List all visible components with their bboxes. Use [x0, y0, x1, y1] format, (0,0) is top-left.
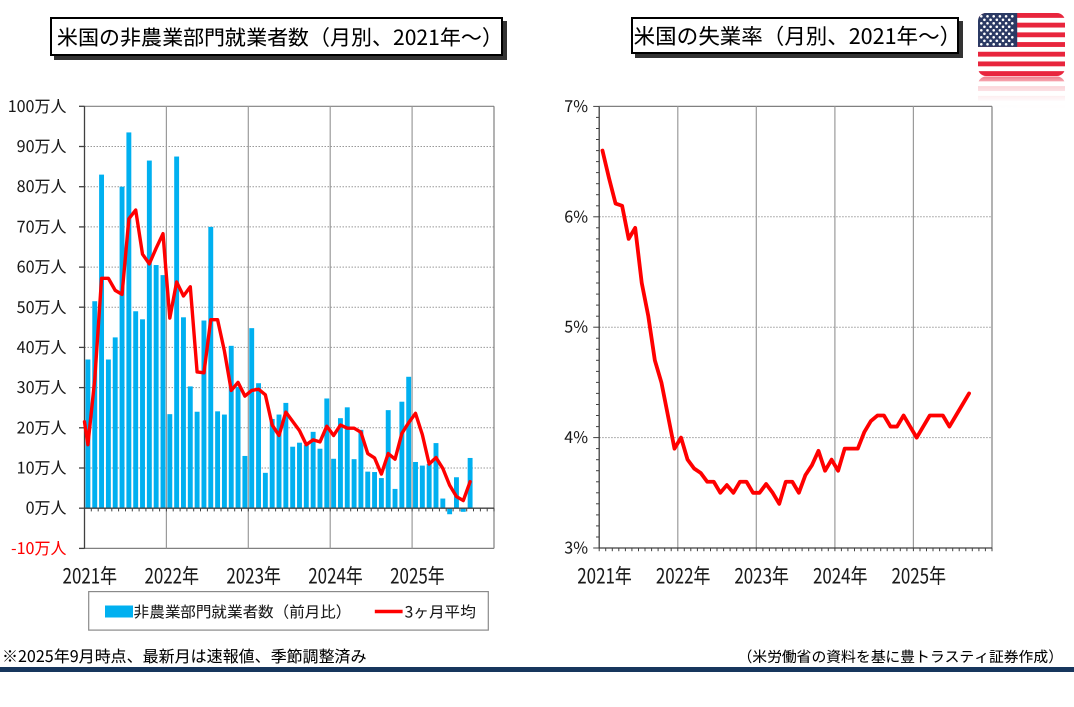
- svg-text:2021年: 2021年: [63, 561, 118, 591]
- svg-text:2021年: 2021年: [577, 561, 632, 591]
- svg-text:2023年: 2023年: [734, 561, 789, 591]
- svg-text:2022年: 2022年: [144, 561, 199, 591]
- svg-text:5%: 5%: [564, 314, 588, 338]
- svg-text:2024年: 2024年: [308, 561, 363, 591]
- svg-text:0万人: 0万人: [26, 495, 67, 519]
- svg-text:2022年: 2022年: [656, 561, 711, 591]
- svg-text:3%: 3%: [564, 535, 588, 559]
- svg-text:90万人: 90万人: [17, 133, 67, 157]
- svg-text:2025年: 2025年: [891, 561, 946, 591]
- svg-text:2024年: 2024年: [813, 561, 868, 591]
- svg-text:80万人: 80万人: [17, 173, 67, 197]
- svg-text:非農業部門就業者数（前月比）: 非農業部門就業者数（前月比）: [134, 601, 352, 623]
- svg-text:3ヶ月平均: 3ヶ月平均: [405, 601, 476, 623]
- svg-text:2025年: 2025年: [390, 561, 445, 591]
- svg-text:100万人: 100万人: [8, 93, 67, 117]
- svg-text:70万人: 70万人: [17, 213, 67, 237]
- svg-text:-10万人: -10万人: [11, 535, 66, 559]
- svg-text:2023年: 2023年: [226, 561, 281, 591]
- svg-text:30万人: 30万人: [17, 374, 67, 398]
- svg-text:4%: 4%: [564, 424, 588, 448]
- svg-text:60万人: 60万人: [17, 254, 67, 278]
- svg-text:50万人: 50万人: [17, 294, 67, 318]
- svg-text:40万人: 40万人: [17, 334, 67, 358]
- svg-text:6%: 6%: [564, 203, 588, 227]
- svg-text:20万人: 20万人: [17, 414, 67, 438]
- svg-text:7%: 7%: [564, 93, 588, 117]
- svg-text:10万人: 10万人: [17, 455, 67, 479]
